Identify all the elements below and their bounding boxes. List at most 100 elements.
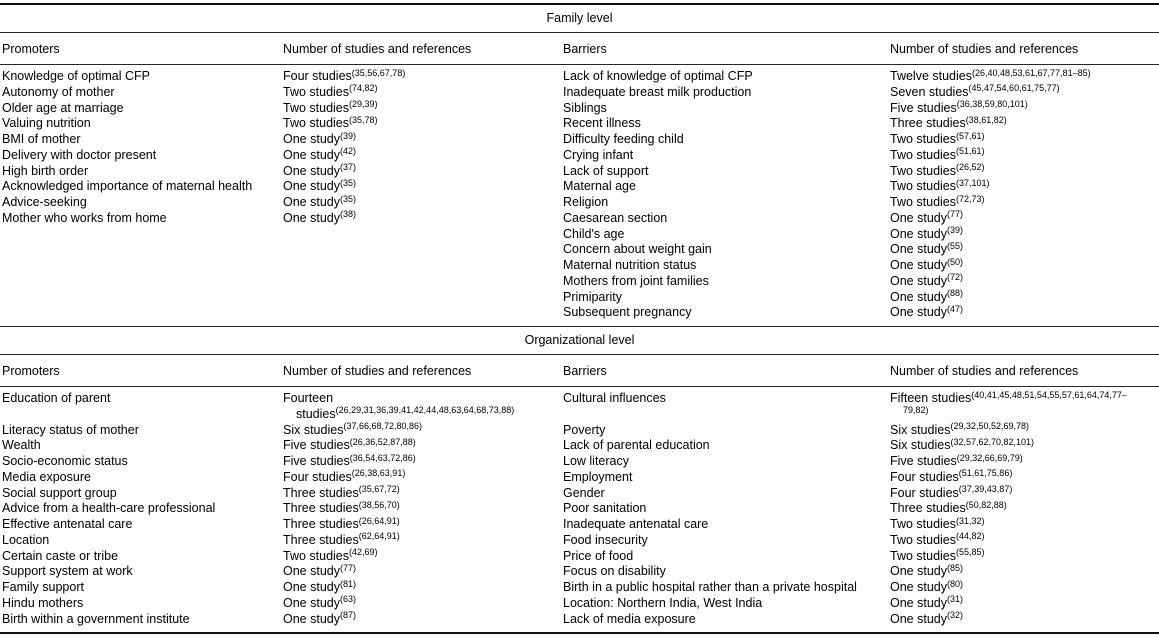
reference-numbers: (47) bbox=[946, 303, 963, 314]
promoter-studies-cell bbox=[283, 290, 561, 306]
reference-numbers: (63) bbox=[339, 594, 356, 605]
reference-numbers: (42) bbox=[339, 146, 356, 157]
barrier-studies-cell: Two studies(55,85) bbox=[890, 548, 1159, 565]
reference-numbers: (29,32,50,52,69,78) bbox=[950, 421, 1030, 431]
reference-numbers: (37,39,43,87) bbox=[958, 484, 1013, 494]
reference-numbers: (26,38,63,91) bbox=[351, 468, 406, 479]
barrier-cell: Subsequent pregnancy bbox=[563, 305, 692, 320]
study-count: One study bbox=[890, 580, 947, 594]
promoter-cell: Birth within a government institute bbox=[2, 611, 190, 626]
reference-numbers: (29,39) bbox=[349, 99, 378, 109]
reference-numbers: (50,82,88) bbox=[965, 499, 1007, 510]
study-count: Two studies bbox=[890, 132, 957, 146]
column-header-promoter-studies: Number of studies and references bbox=[283, 364, 472, 378]
barrier-cell: Cultural influences bbox=[563, 391, 666, 405]
study-count: Four studies bbox=[890, 485, 959, 500]
barrier-cell: Poor sanitation bbox=[563, 501, 647, 516]
study-count: One study bbox=[890, 289, 947, 304]
study-count: One study bbox=[890, 595, 947, 610]
reference-numbers: (35,78) bbox=[349, 114, 378, 125]
promoter-cell bbox=[0, 290, 283, 306]
section-family-level: Family level Promoters Number of studies… bbox=[0, 5, 1159, 326]
study-count: One study bbox=[283, 132, 340, 146]
study-count: Three studies bbox=[283, 485, 359, 500]
promoter-cell bbox=[0, 258, 283, 274]
reference-numbers: (87) bbox=[339, 610, 356, 620]
study-count: One study bbox=[890, 210, 947, 225]
table-row: Wealth Five studies(26,36,52,87,88) Lack o… bbox=[0, 437, 1159, 454]
barrier-cell: Maternal nutrition status bbox=[563, 258, 697, 272]
barrier-studies-cell: One study(88) bbox=[890, 289, 1159, 306]
barrier-cell: Lack of media exposure bbox=[563, 611, 696, 626]
table-row: Socio-economic status Five studies(36,54,… bbox=[0, 452, 1159, 470]
table-row: Child's age One study(39) bbox=[0, 225, 1159, 243]
study-count: Four studies bbox=[283, 69, 352, 83]
reference-numbers: (29,32,66,69,79) bbox=[956, 452, 1023, 463]
column-header-barrier-studies: Number of studies and references bbox=[890, 364, 1079, 378]
barrier-cell: Low literacy bbox=[563, 454, 629, 468]
promoter-studies-cell: Four studies(35,56,67,78) bbox=[283, 68, 561, 85]
promoter-cell: High birth order bbox=[2, 163, 89, 178]
promoter-studies-cell: Three studies(62,64,91) bbox=[283, 532, 561, 549]
barrier-studies-cell: Fifteen studies(40,41,45,48,51,54,55,57,… bbox=[890, 390, 1159, 423]
barrier-cell: Gender bbox=[563, 485, 605, 500]
barrier-studies-cell: Three studies(38,61,82) bbox=[890, 114, 1159, 132]
reference-numbers: (74,82) bbox=[349, 83, 378, 94]
barrier-studies-cell: One study(32) bbox=[890, 611, 1159, 628]
table-row: Literacy status of mother Six studies(37,… bbox=[0, 421, 1159, 439]
reference-numbers: (37) bbox=[339, 162, 356, 172]
promoter-cell: BMI of mother bbox=[2, 132, 81, 146]
table-row: Primiparity One study(88) bbox=[0, 289, 1159, 306]
divider bbox=[0, 386, 1159, 387]
organizational-level-rows: Education of parent Fourteen studies(26,2… bbox=[0, 387, 1159, 632]
barrier-cell: Concern about weight gain bbox=[563, 242, 712, 257]
study-count: One study bbox=[283, 564, 340, 579]
table-row: Advice from a health-care professional Th… bbox=[0, 499, 1159, 517]
reference-numbers: (37,66,68,72,80,86) bbox=[343, 421, 423, 431]
promoter-cell: Media exposure bbox=[2, 469, 91, 484]
barrier-studies-cell: Four studies(37,39,43,87) bbox=[890, 484, 1159, 502]
study-count: Three studies bbox=[890, 116, 966, 131]
table-row: Effective antenatal care Three studies(26… bbox=[0, 516, 1159, 533]
study-count: Three studies bbox=[283, 532, 359, 547]
barrier-cell: Employment bbox=[563, 469, 633, 484]
promoter-studies-cell bbox=[283, 274, 561, 290]
section-title-organizational-level: Organizational level bbox=[524, 333, 635, 347]
barrier-studies-cell: One study(31) bbox=[890, 595, 1159, 612]
study-count: Two studies bbox=[890, 517, 957, 531]
barrier-cell: Caesarean section bbox=[563, 210, 668, 225]
promoter-studies-cell bbox=[283, 305, 561, 321]
reference-numbers: (57,61) bbox=[956, 130, 985, 141]
barrier-cell: Lack of parental education bbox=[563, 438, 710, 453]
promoter-studies-cell: Three studies(35,67,72) bbox=[283, 485, 561, 502]
promoter-studies-cell: Six studies(37,66,68,72,80,86) bbox=[283, 421, 561, 439]
barrier-cell: Maternal age bbox=[563, 179, 636, 194]
barrier-cell: Crying infant bbox=[563, 147, 634, 162]
study-count: Two studies bbox=[890, 163, 957, 178]
study-count: Four studies bbox=[283, 469, 352, 484]
table-row: Media exposure Four studies(26,38,63,91) E… bbox=[0, 468, 1159, 486]
family-level-rows: Knowledge of optimal CFP Four studies(35,… bbox=[0, 65, 1159, 326]
barrier-cell: Poverty bbox=[563, 422, 606, 437]
table-row: Acknowledged importance of maternal heal… bbox=[0, 178, 1159, 195]
promoter-studies-cell: One study(39) bbox=[283, 131, 561, 148]
promoter-cell: Wealth bbox=[2, 438, 41, 453]
table-row: Location Three studies(62,64,91) Food inse… bbox=[0, 532, 1159, 549]
promoter-studies-cell: Two studies(74,82) bbox=[283, 83, 561, 101]
study-count: Two studies bbox=[890, 179, 957, 194]
table-row: Social support group Three studies(35,67,… bbox=[0, 484, 1159, 502]
barrier-studies-cell: One study(39) bbox=[890, 225, 1159, 243]
reference-numbers: (38,61,82) bbox=[965, 114, 1007, 125]
table-row: High birth order One study(37) Lack of sup… bbox=[0, 162, 1159, 180]
promoter-cell: Knowledge of optimal CFP bbox=[2, 69, 150, 83]
promoter-studies-cell bbox=[283, 258, 561, 274]
study-count: One study bbox=[283, 595, 340, 610]
table-row: Hindu mothers One study(63) Location: Nort… bbox=[0, 594, 1159, 612]
promoter-cell: Delivery with doctor present bbox=[2, 147, 157, 162]
reference-numbers: (39) bbox=[946, 225, 963, 235]
promoter-studies-cell bbox=[283, 242, 561, 258]
section-organizational-level: Organizational level Promoters Number of… bbox=[0, 327, 1159, 632]
divider bbox=[0, 64, 1159, 65]
promoter-cell: Advice from a health-care professional bbox=[2, 501, 216, 516]
promoter-studies-cell: One study(87) bbox=[283, 610, 561, 628]
